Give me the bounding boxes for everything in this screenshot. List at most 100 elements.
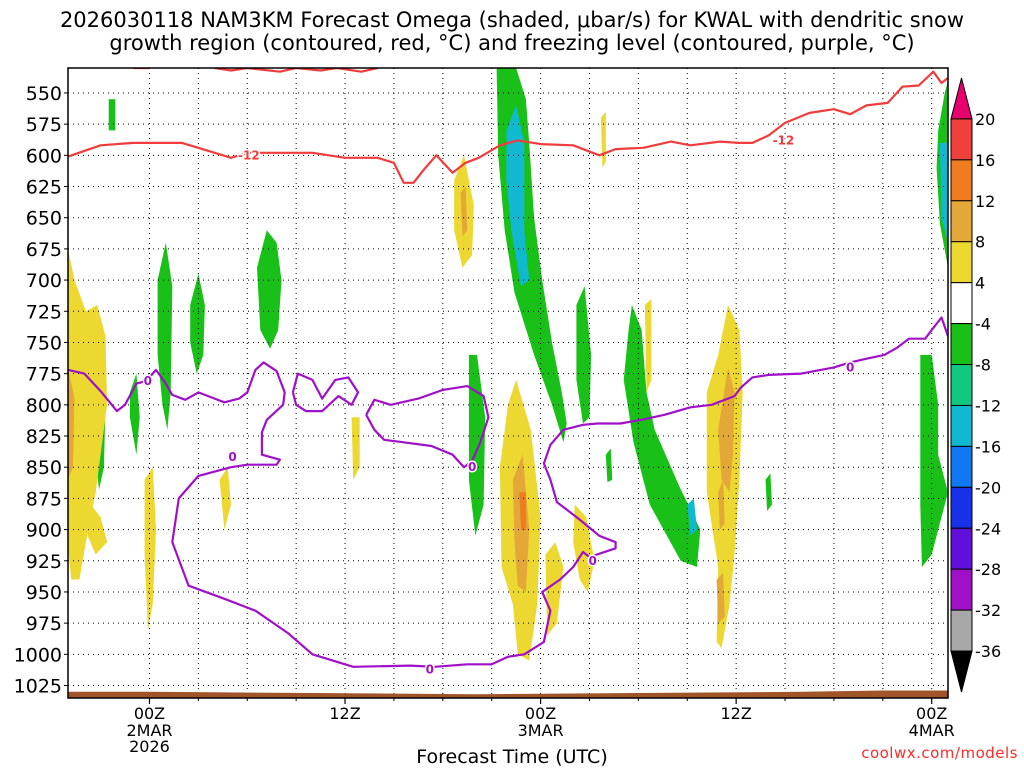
omega-upward-green <box>605 448 613 483</box>
dgz-contour-line <box>214 68 378 73</box>
y-tick-label: 675 <box>26 239 62 261</box>
colorbar-label: -4 <box>975 315 991 334</box>
source-credit: coolwx.com/models <box>861 744 1018 762</box>
omega-downward-yellow <box>600 111 606 168</box>
y-tick-label: 650 <box>26 208 62 230</box>
chart-title-line2: growth region (contoured, red, °C) and f… <box>109 31 915 55</box>
colorbar-label: -20 <box>975 478 1001 497</box>
omega-upward-green <box>108 99 116 131</box>
freezing-level-contour-line <box>68 316 948 668</box>
y-tick-label: 1000 <box>14 644 62 666</box>
omega-downward-orange <box>716 573 725 624</box>
colorbar-band <box>950 118 973 161</box>
y-tick-label: 850 <box>26 457 62 479</box>
contour-label: 0 <box>144 374 152 388</box>
colorbar-label: -36 <box>975 642 1001 661</box>
chart-title-line1: 2026030118 NAM3KM Forecast Omega (shaded… <box>59 8 965 32</box>
colorbar-label: -32 <box>975 601 1001 620</box>
omega-downward-yellow <box>573 504 595 592</box>
x-tick-label: 12Z <box>720 704 751 723</box>
omega-upward-green <box>129 373 140 455</box>
colorbar-band <box>950 568 973 611</box>
y-tick-label: 750 <box>26 332 62 354</box>
y-tick-label: 775 <box>26 364 62 386</box>
y-tick-label: 550 <box>26 83 62 105</box>
omega-upward-green <box>190 273 205 374</box>
terrain-fill <box>68 690 948 698</box>
y-tick-label: 950 <box>26 582 62 604</box>
omega-downward-orange <box>718 479 725 530</box>
colorbar-band <box>950 241 973 284</box>
freezing-level-contour-line <box>291 372 360 413</box>
y-tick-label: 700 <box>26 270 62 292</box>
colorbar: 20 16 12 8 4 -4 -8 -12 -16 -20 -24 -28 -32 -36 <box>950 77 1001 693</box>
colorbar-label: -24 <box>975 519 1001 538</box>
y-tick-label: 600 <box>26 145 62 167</box>
x-tick-label: 12Z <box>329 704 360 723</box>
colorbar-label: 12 <box>975 192 995 211</box>
omega-upward-green <box>257 230 282 349</box>
colorbar-label: -8 <box>975 356 991 375</box>
y-axis: 550 575 600 625 650 675 700 725 750 775 800 825 850 8… <box>14 83 68 698</box>
contour-label: 0 <box>589 554 597 568</box>
colorbar-band <box>950 200 973 243</box>
colorbar-band <box>950 527 973 570</box>
y-tick-label: 825 <box>26 426 62 448</box>
y-tick-label: 875 <box>26 488 62 510</box>
omega-downward-orange <box>460 186 468 237</box>
x-date-label: 2MAR <box>126 721 172 740</box>
colorbar-triangle-bottom <box>950 650 973 693</box>
colorbar-band <box>950 404 973 447</box>
omega-upward-cyan <box>687 498 697 536</box>
plot-border <box>67 67 949 699</box>
omega-upward-cyan <box>939 142 948 243</box>
contour-label: -12 <box>238 148 260 162</box>
colorbar-band <box>950 323 973 366</box>
omega-upward-green <box>623 305 701 567</box>
contour-layer: 0 0 0 0 0 0 -12 -12 <box>68 68 948 678</box>
y-tick-label: 975 <box>26 613 62 635</box>
colorbar-band <box>950 159 973 202</box>
plot-frame <box>67 67 949 699</box>
omega-upward-cyan <box>506 105 530 287</box>
terrain-layer <box>68 690 948 698</box>
omega-upward-green <box>576 286 592 424</box>
omega-upward-green <box>920 354 948 567</box>
gridlines <box>68 68 948 698</box>
x-tick-label: 00Z <box>916 704 947 723</box>
dgz-contour-line <box>68 70 948 184</box>
x-axis-title: Forecast Time (UTC) <box>416 746 608 768</box>
y-tick-label: 900 <box>26 520 62 542</box>
colorbar-label: -12 <box>975 396 1001 415</box>
y-tick-label: 625 <box>26 177 62 199</box>
x-date-label: 3MAR <box>518 721 564 740</box>
contour-label: -12 <box>773 133 795 147</box>
omega-upward-green <box>468 354 486 536</box>
x-tick-label: 00Z <box>525 704 556 723</box>
omega-upward-green <box>765 473 772 511</box>
omega-downward-yellow <box>68 248 108 580</box>
omega-downward-orange <box>68 367 75 480</box>
y-tick-label: 800 <box>26 395 62 417</box>
contour-label: 0 <box>426 662 434 676</box>
colorbar-band <box>950 609 973 652</box>
omega-downward-yellow <box>644 298 652 393</box>
omega-downward-yellow <box>87 504 108 555</box>
y-tick-label: 575 <box>26 114 62 136</box>
omega-downward-yellow <box>219 467 231 530</box>
colorbar-label: 8 <box>975 233 985 252</box>
y-tick-label: 1025 <box>14 676 62 698</box>
y-tick-label: 725 <box>26 301 62 323</box>
contour-label: 0 <box>846 360 854 374</box>
omega-upward-green <box>496 68 567 443</box>
freezing-level-contour-line <box>365 385 490 469</box>
x-tick-label: 00Z <box>134 704 165 723</box>
colorbar-label: 4 <box>975 274 985 293</box>
colorbar-band <box>950 282 973 325</box>
contour-label: 0 <box>468 460 476 474</box>
colorbar-band <box>950 445 973 488</box>
omega-downward-red <box>519 492 526 530</box>
omega-downward-yellow <box>351 417 360 480</box>
